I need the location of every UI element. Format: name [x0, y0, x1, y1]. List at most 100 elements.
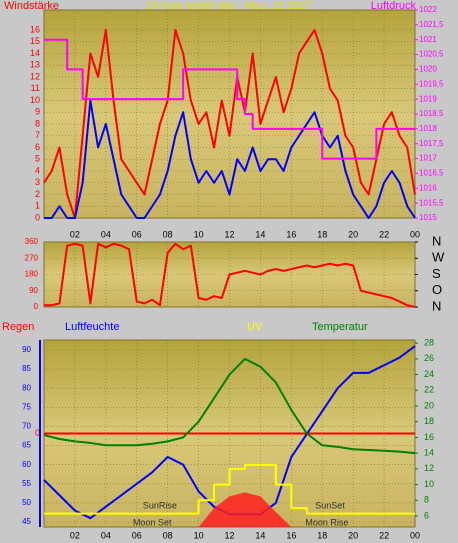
legend-entry: Luftfeuchte [65, 321, 119, 333]
x-tick-label: 16 [286, 229, 296, 239]
y2-tick-label: 16 [424, 432, 434, 442]
y-tick-label: 50 [22, 498, 31, 507]
y2-tick-label: 1021,5 [419, 20, 444, 29]
x-tick-label: 06 [132, 530, 142, 540]
y2-tick-label: S [432, 266, 441, 281]
y2-tick-label: 8 [424, 495, 429, 505]
x-tick-label: 10 [194, 229, 204, 239]
x-tick-label: 22 [379, 530, 389, 540]
x-tick-label: 12 [224, 229, 234, 239]
y3-tick-label: 0 [35, 428, 40, 438]
x-tick-label: 12 [224, 530, 234, 540]
y-tick-label: 0 [34, 302, 39, 311]
x-tick-label: 08 [163, 229, 173, 239]
y2-tick-label: 1015,5 [419, 198, 444, 207]
y2-tick-label: 10 [424, 479, 434, 489]
y-axis-title: Windstärke [4, 0, 59, 12]
y-tick-label: 70 [22, 422, 31, 431]
y-tick-label: 65 [22, 441, 31, 450]
y2-tick-label: 18 [424, 416, 434, 426]
x-tick-label: 04 [101, 530, 111, 540]
y2-tick-label: 1018 [419, 124, 437, 133]
x-tick-label: 00 [410, 229, 420, 239]
y-tick-label: 9 [35, 107, 40, 117]
y-tick-label: 10 [30, 95, 40, 105]
y2-tick-label: 20 [424, 400, 434, 410]
x-tick-label: 06 [132, 229, 142, 239]
y2-tick-label: 1019 [419, 94, 437, 103]
y2-tick-label: 1015 [419, 213, 437, 222]
y-tick-label: 4 [35, 165, 40, 175]
x-tick-label: 20 [348, 229, 358, 239]
series-line [44, 38, 415, 160]
series-line [43, 28, 416, 219]
y-tick-label: 14 [30, 48, 40, 58]
y2-tick-label: 1018,5 [419, 109, 444, 118]
x-tick-label: 04 [101, 229, 111, 239]
x-tick-label: 18 [317, 530, 327, 540]
y2-tick-label: N [432, 233, 441, 248]
y2-tick-label: 14 [424, 448, 434, 458]
y2-tick-label: O [432, 282, 442, 297]
y-tick-label: 2 [35, 189, 40, 199]
series-line [44, 463, 415, 515]
y2-tick-label: 28 [424, 338, 434, 348]
y-tick-label: 5 [35, 154, 40, 164]
y-tick-label: 180 [25, 270, 39, 279]
y2-tick-label: 12 [424, 463, 434, 473]
y-tick-label: 11 [31, 83, 40, 93]
legend-entry: Temperatur [312, 321, 368, 333]
y-tick-label: 13 [30, 60, 40, 70]
series-line [44, 242, 416, 308]
series-line [43, 357, 416, 455]
annotation: Moon Set [133, 517, 172, 527]
x-tick-label: 18 [317, 229, 327, 239]
x-tick-label: 16 [286, 530, 296, 540]
y2-tick-label: 1020 [419, 65, 437, 74]
y2-tick-label: 1017 [419, 154, 437, 163]
legend-entry: Regen [2, 321, 34, 333]
series-line [44, 99, 416, 219]
y-tick-label: 3 [35, 177, 40, 187]
x-tick-label: 02 [70, 530, 80, 540]
y2-tick-label: 26 [424, 353, 434, 363]
annotation: Moon Rise [305, 517, 348, 527]
y-tick-label: 1 [35, 201, 40, 211]
x-tick-label: 02 [70, 229, 80, 239]
y-tick-label: 360 [25, 237, 39, 246]
y-tick-label: 7 [35, 130, 40, 140]
y-tick-label: 85 [22, 364, 31, 373]
annotation: SunSet [315, 500, 345, 510]
plot-area [43, 9, 416, 219]
y-tick-label: 16 [30, 24, 40, 34]
y2-tick-label: 1017,5 [419, 139, 444, 148]
y-tick-label: 90 [29, 286, 38, 295]
y2-tick-label: 1016,5 [419, 169, 444, 178]
x-tick-label: 20 [348, 530, 358, 540]
y-tick-label: 12 [30, 71, 40, 81]
x-tick-label: 08 [163, 530, 173, 540]
x-tick-label: 22 [379, 229, 389, 239]
y2-tick-label: 1021 [419, 35, 437, 44]
y2-tick-label: 1016 [419, 183, 437, 192]
y-tick-label: 6 [35, 142, 40, 152]
y2-tick-label: 22 [424, 385, 434, 395]
y2-tick-label: W [432, 250, 445, 265]
y2-tick-label: 1022 [419, 5, 437, 14]
legend-entry: UV [247, 321, 263, 333]
y-tick-label: 55 [22, 479, 31, 488]
y-tick-label: 270 [25, 253, 39, 262]
y2-axis-title: Luftdruck [371, 0, 417, 12]
x-tick-label: 00 [410, 530, 420, 540]
y-tick-label: 80 [22, 383, 31, 392]
y-tick-label: 90 [22, 345, 31, 354]
x-tick-label: 14 [255, 530, 265, 540]
chart-title: 24 hour graph day - Marz 11 2017 [146, 0, 312, 12]
y-tick-label: 15 [30, 36, 40, 46]
y-tick-label: 75 [22, 402, 31, 411]
y-tick-label: 60 [22, 460, 31, 469]
y2-tick-label: 6 [424, 510, 429, 520]
y2-tick-label: N [432, 298, 441, 313]
x-tick-label: 10 [194, 530, 204, 540]
